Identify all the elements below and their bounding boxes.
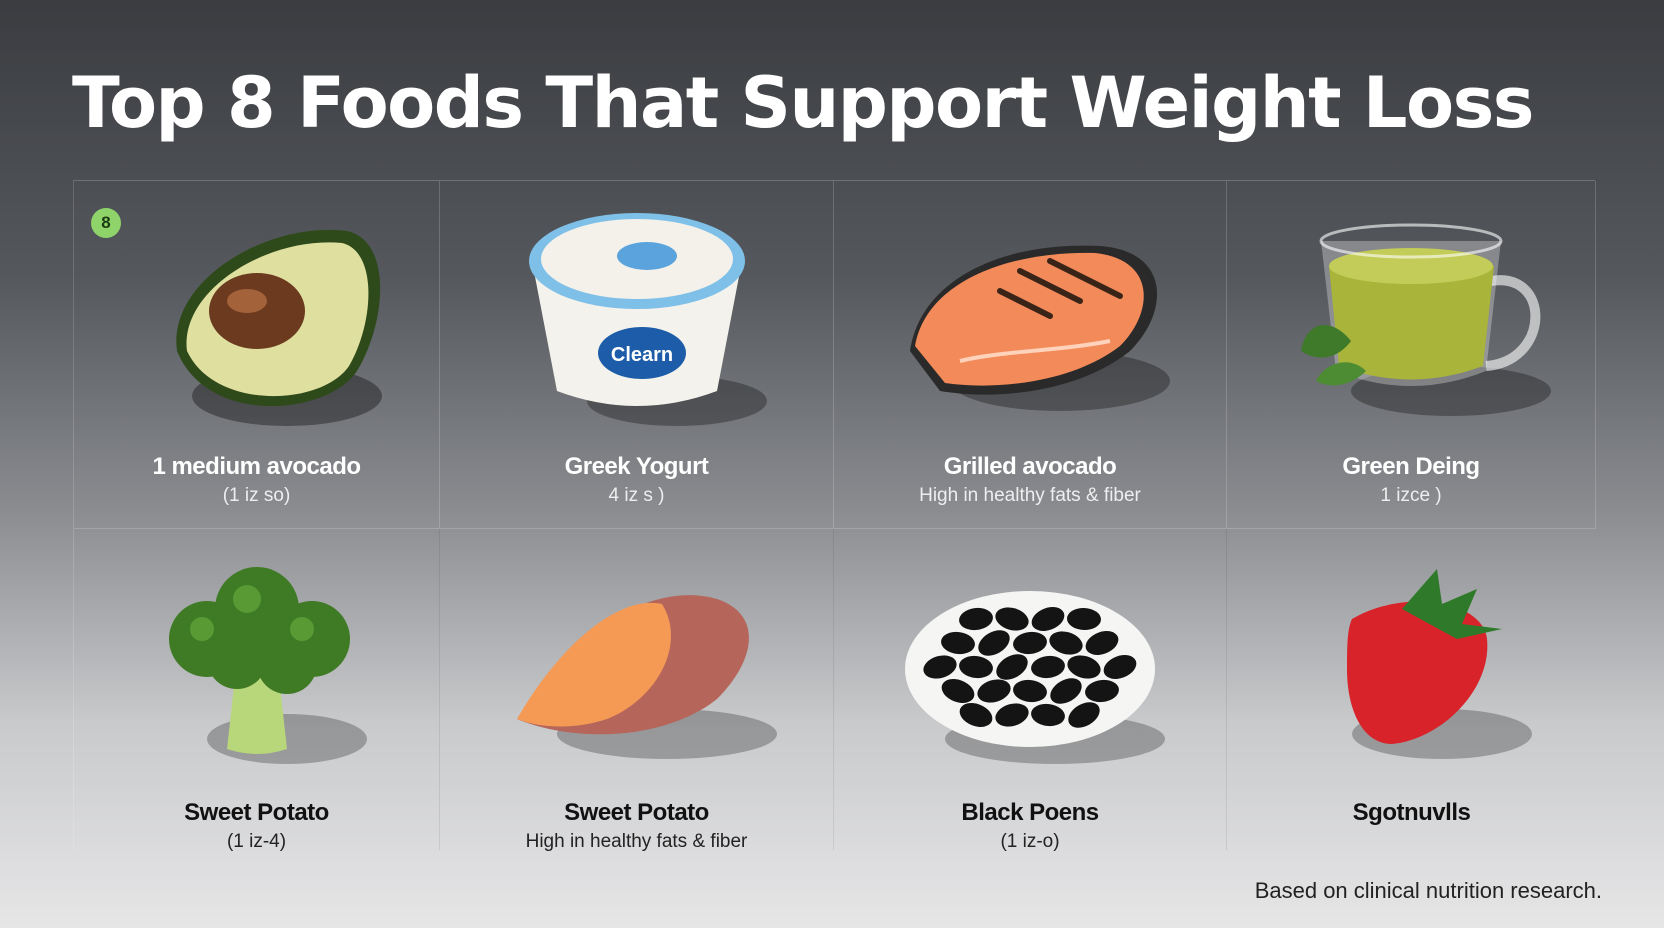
salmon-steak-icon: [910, 245, 1170, 411]
bean: [959, 607, 993, 631]
bean: [1013, 631, 1047, 655]
bean: [995, 703, 1029, 727]
avocado-icon: [175, 229, 382, 426]
food-card-green-tea: Green Deing 1 izce ): [1227, 181, 1596, 529]
food-card-black-beans: Black Poens (1 iz-o): [834, 529, 1227, 852]
food-detail: (1 iz-o): [1000, 831, 1060, 852]
food-name: Grilled avocado: [943, 453, 1117, 480]
food-card-greek-yogurt: Clearn Greek Yogurt 4 iz s ): [440, 181, 834, 529]
food-name: Greek Yogurt: [564, 453, 709, 480]
bean: [1085, 631, 1119, 655]
bean: [941, 679, 975, 703]
bean: [996, 654, 1028, 680]
bean: [959, 703, 993, 727]
green-tea-cup-icon: [1301, 223, 1551, 416]
bean: [1031, 655, 1065, 679]
food-detail: High in healthy fats & fiber: [919, 485, 1141, 506]
bean: [941, 631, 975, 655]
food-detail: 1 izce ): [1380, 485, 1442, 506]
food-detail: High in healthy fats & fiber: [525, 831, 748, 852]
food-card-strawberry: Sgotnuvlls: [1227, 529, 1596, 850]
food-name: Sgotnuvlls: [1352, 799, 1471, 826]
food-name: Sweet Potato: [564, 799, 709, 826]
food-card-broccoli: Sweet Potato (1 iz-4): [74, 529, 440, 852]
food-name: Green Deing: [1342, 453, 1480, 480]
bean: [1103, 655, 1137, 679]
food-card-sweet-potato: Sweet Potato High in healthy fats & fibe…: [440, 529, 834, 852]
yogurt-label: Clearn: [610, 344, 672, 366]
bean: [1067, 607, 1101, 631]
footer-note: Based on clinical nutrition research.: [1254, 878, 1602, 903]
food-detail: 4 iz s ): [608, 485, 665, 506]
bean: [1031, 607, 1065, 631]
sweet-potato-icon: [516, 595, 777, 759]
food-name: Sweet Potato: [184, 799, 329, 826]
food-name: 1 medium avocado: [152, 453, 361, 480]
food-card-avocado: 8 1 medium avocado (1 iz so): [74, 181, 440, 529]
black-beans-bowl-icon: [905, 591, 1165, 764]
food-card-salmon: Grilled avocado High in healthy fats & f…: [834, 181, 1227, 529]
page-title: Top 8 Foods That Support Weight Loss: [72, 62, 1534, 144]
bean: [977, 679, 1011, 703]
yogurt-cup-icon: Clearn: [528, 213, 767, 426]
bean: [1068, 702, 1100, 728]
rank-badge: 8: [91, 208, 121, 238]
bean: [995, 607, 1029, 631]
bean: [1085, 679, 1119, 703]
bean: [959, 655, 993, 679]
bean: [923, 655, 957, 679]
bean: [1031, 703, 1065, 727]
food-grid: 8 1 medium avocado (1 iz so) Clearn Gree…: [73, 180, 1596, 852]
bean: [1050, 678, 1082, 704]
bean: [1067, 655, 1101, 679]
food-name: Black Poens: [961, 799, 1099, 826]
strawberry-icon: [1346, 569, 1532, 759]
broccoli-icon: [168, 567, 367, 764]
bean: [1049, 631, 1083, 655]
food-detail: (1 iz-4): [226, 831, 287, 852]
bean: [978, 630, 1010, 656]
bean: [1013, 679, 1047, 703]
food-detail: (1 iz so): [222, 485, 291, 506]
